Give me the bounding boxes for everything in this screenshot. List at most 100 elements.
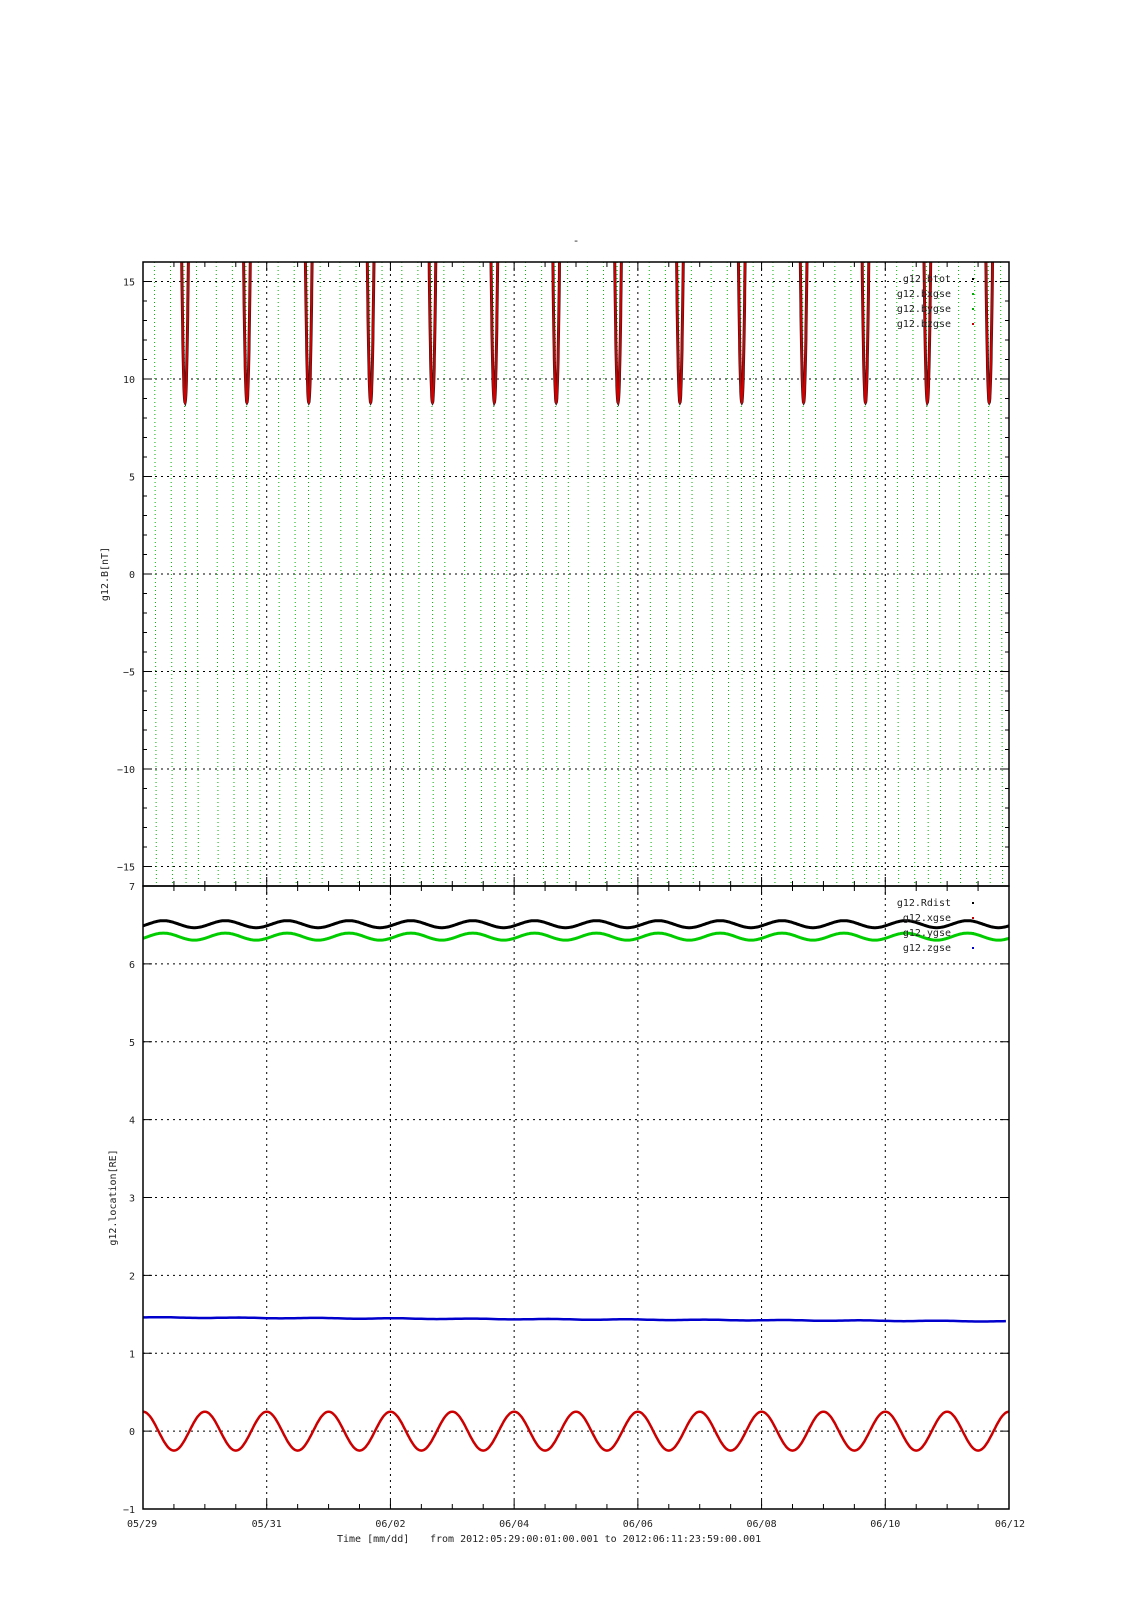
bxgse-series-spike <box>850 262 854 886</box>
y-tick-label: 1 <box>129 1349 135 1360</box>
bxgse-series-spike <box>1062 262 1064 886</box>
bxgse-series-spike <box>231 262 235 886</box>
y-tick-label: 4 <box>129 1116 135 1127</box>
legend-marker <box>972 278 974 280</box>
x-tick-label: 06/10 <box>870 1519 900 1530</box>
bxgse-series-spike <box>567 262 571 886</box>
legend-label: g12.Rdist <box>897 898 951 909</box>
x-tick-label: 05/29 <box>127 1519 157 1530</box>
bxgse-series-spike <box>974 262 978 886</box>
x-tick-label: 06/12 <box>995 1519 1025 1530</box>
bxgse-series-spike <box>479 262 483 886</box>
bxgse-series-spike <box>169 262 173 886</box>
bxgse-series-spike <box>443 262 447 886</box>
legend-marker <box>972 917 974 919</box>
bxgse-series-spike <box>834 262 838 886</box>
bxgse-series-spike <box>355 262 359 886</box>
bxgse-series-spike <box>215 262 219 886</box>
x-axis-label: Time [mm/dd] <box>337 1534 409 1545</box>
y-tick-label: 5 <box>129 1038 135 1049</box>
y-tick-label: −5 <box>123 668 135 679</box>
xgse-series-line <box>143 1410 1009 1452</box>
bxgse-series-spike <box>752 262 756 886</box>
legend-label: g12.btot <box>903 274 951 285</box>
y-tick-label: −15 <box>117 863 135 874</box>
bxgse-series-spike <box>525 262 529 886</box>
bxgse-series-spike <box>505 262 509 886</box>
legend-marker <box>972 308 974 310</box>
bxgse-series-spike <box>814 262 818 886</box>
bxgse-series-spike <box>401 262 405 886</box>
y-axis-label: g12.B[nT] <box>100 547 111 601</box>
bxgse-series-spike <box>1050 262 1052 886</box>
bxgse-series-spike <box>293 262 297 886</box>
legend: g12.btot g12.bxgse g12.bygse g12.bzgse <box>897 274 974 330</box>
y-tick-label: 2 <box>129 1271 135 1282</box>
y-tick-label: 15 <box>123 278 135 289</box>
grid-lines <box>143 886 1009 1509</box>
y-tick-label: −1 <box>123 1505 135 1516</box>
bxgse-series-spike <box>277 262 281 886</box>
x-tick-label: 05/31 <box>252 1519 282 1530</box>
legend-label: g12.bygse <box>897 304 951 315</box>
y-tick-label: 5 <box>129 473 135 484</box>
legend-label: g12.bxgse <box>897 289 951 300</box>
legend-marker <box>972 902 974 904</box>
bxgse-series-spike <box>257 262 261 886</box>
y-tick-label: 7 <box>129 882 135 893</box>
magnetic-field-panel: 15 10 5 0 −5 −10 −15 g12.B[nT] g12.btot g12.bxgse… <box>100 261 1064 887</box>
bxgse-series-spike <box>1036 262 1038 886</box>
bxgse-series-spike <box>726 262 730 886</box>
legend-label: g12.zgse <box>903 943 951 954</box>
y-tick-label: 0 <box>129 1427 135 1438</box>
legend-label: g12.xgse <box>903 913 951 924</box>
x-tick-label: 06/06 <box>623 1519 653 1530</box>
bxgse-series-spike <box>586 262 590 886</box>
rdist-series-line <box>143 919 1009 930</box>
bxgse-series-spike <box>664 262 668 886</box>
legend: g12.Rdist g12.xgse g12.ygse g12.zgse <box>897 898 974 954</box>
bxgse-series-spike <box>628 262 632 886</box>
bxgse-series-spike <box>153 262 157 886</box>
bxgse-series-spike <box>958 262 962 886</box>
bxgse-series-spike <box>648 262 652 886</box>
bxgse-series-spike <box>319 262 323 886</box>
x-tick-label: 06/08 <box>747 1519 777 1530</box>
bxgse-series-spike <box>938 262 942 886</box>
series-layer <box>153 262 1064 886</box>
bxgse-series-spike <box>339 262 343 886</box>
y-tick-label: 3 <box>129 1194 135 1205</box>
series-layer <box>143 919 1009 1452</box>
legend-marker <box>972 932 974 934</box>
bxgse-series-spike <box>690 262 694 886</box>
x-tick-label: 06/02 <box>375 1519 405 1530</box>
y-axis-label: g12.location[RE] <box>108 1149 119 1245</box>
location-panel: 7 6 5 4 3 2 1 0 −1 05/29 05/31 06/02 06/04 06/06 06/08… <box>108 882 1025 1530</box>
y-tick-label: 10 <box>123 375 135 386</box>
y-tick-label: −10 <box>117 765 135 776</box>
bxgse-series-spike <box>1020 262 1022 886</box>
legend-marker <box>972 947 974 949</box>
legend-label: g12.bzgse <box>897 319 951 330</box>
bxgse-series-spike <box>772 262 776 886</box>
bxgse-series-spike <box>195 262 199 886</box>
grid-lines <box>143 262 1009 886</box>
bxgse-series-spike <box>710 262 714 886</box>
bxgse-series-spike <box>541 262 545 886</box>
y-tick-label: 0 <box>129 570 135 581</box>
bxgse-series-spike <box>463 262 467 886</box>
y-tick-label: 6 <box>129 960 135 971</box>
legend-marker <box>972 323 974 325</box>
bxgse-series-spike <box>788 262 792 886</box>
bxgse-series-spike <box>876 262 880 886</box>
legend-label: g12.ygse <box>903 928 951 939</box>
bxgse-series-spike <box>417 262 421 886</box>
zgse-series-line <box>143 1315 1006 1323</box>
legend-marker <box>972 293 974 295</box>
ygse-series-line <box>143 931 1009 942</box>
bxgse-series-spike <box>896 262 900 886</box>
bxgse-series-spike <box>381 262 385 886</box>
bxgse-series-spike <box>912 262 916 886</box>
bzgse-series-line <box>180 262 994 406</box>
